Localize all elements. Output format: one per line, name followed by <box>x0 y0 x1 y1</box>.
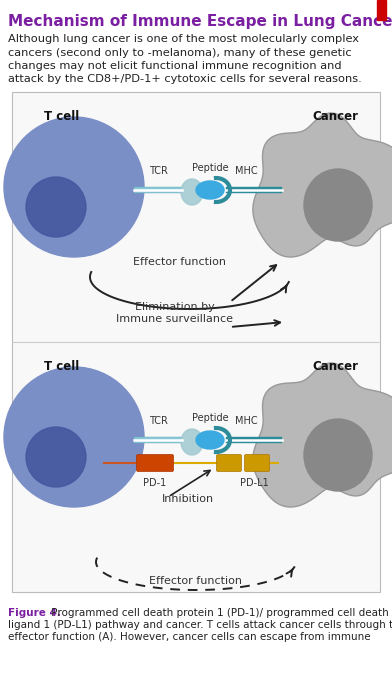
Bar <box>134 187 182 193</box>
Text: Mechanism of Immune Escape in Lung Cancer: Mechanism of Immune Escape in Lung Cance… <box>8 14 392 29</box>
FancyBboxPatch shape <box>216 454 241 471</box>
Text: Inhibition: Inhibition <box>162 494 214 504</box>
Text: attack by the CD8+/PD-1+ cytotoxic cells for several reasons.: attack by the CD8+/PD-1+ cytotoxic cells… <box>8 74 362 84</box>
Text: MHC: MHC <box>235 166 257 176</box>
FancyBboxPatch shape <box>136 454 174 471</box>
Circle shape <box>26 427 86 487</box>
Text: changes may not elicit functional immune recognition and: changes may not elicit functional immune… <box>8 61 341 71</box>
Text: Effector function: Effector function <box>134 257 227 267</box>
Text: ligand 1 (PD-L1) pathway and cancer. T cells attack cancer cells through the: ligand 1 (PD-L1) pathway and cancer. T c… <box>8 620 392 630</box>
Bar <box>377 0 386 20</box>
Text: TCR: TCR <box>149 416 167 426</box>
Circle shape <box>26 177 86 237</box>
Text: Figure 4.: Figure 4. <box>8 608 61 618</box>
Bar <box>226 437 282 443</box>
Text: Although lung cancer is one of the most molecularly complex: Although lung cancer is one of the most … <box>8 34 359 44</box>
Text: Peptide: Peptide <box>192 163 228 173</box>
FancyBboxPatch shape <box>245 454 269 471</box>
Text: PD-1: PD-1 <box>143 478 167 488</box>
Text: Elimination by
Immune surveillance: Elimination by Immune surveillance <box>116 302 234 324</box>
Text: TCR: TCR <box>149 166 167 176</box>
Ellipse shape <box>304 419 372 491</box>
Text: Programmed cell death protein 1 (PD-1)/ programmed cell death: Programmed cell death protein 1 (PD-1)/ … <box>48 608 389 618</box>
Circle shape <box>4 117 144 257</box>
Bar <box>12 92 380 592</box>
Ellipse shape <box>196 431 224 449</box>
Text: Effector function: Effector function <box>149 576 243 586</box>
Text: Cancer: Cancer <box>312 110 358 123</box>
Ellipse shape <box>181 429 203 455</box>
Text: cancers (second only to -melanoma), many of these genetic: cancers (second only to -melanoma), many… <box>8 47 352 58</box>
Text: PD-L1: PD-L1 <box>240 478 269 488</box>
Text: T cell: T cell <box>44 110 80 123</box>
Ellipse shape <box>196 181 224 199</box>
Polygon shape <box>253 363 392 507</box>
Text: effector function (A). However, cancer cells can escape from immune: effector function (A). However, cancer c… <box>8 632 370 642</box>
Text: MHC: MHC <box>235 416 257 426</box>
Text: T cell: T cell <box>44 360 80 373</box>
Circle shape <box>4 367 144 507</box>
Bar <box>226 187 282 193</box>
Text: Peptide: Peptide <box>192 413 228 423</box>
Polygon shape <box>253 113 392 257</box>
Text: Cancer: Cancer <box>312 360 358 373</box>
Ellipse shape <box>181 179 203 205</box>
Bar <box>134 437 182 443</box>
Ellipse shape <box>304 169 372 241</box>
